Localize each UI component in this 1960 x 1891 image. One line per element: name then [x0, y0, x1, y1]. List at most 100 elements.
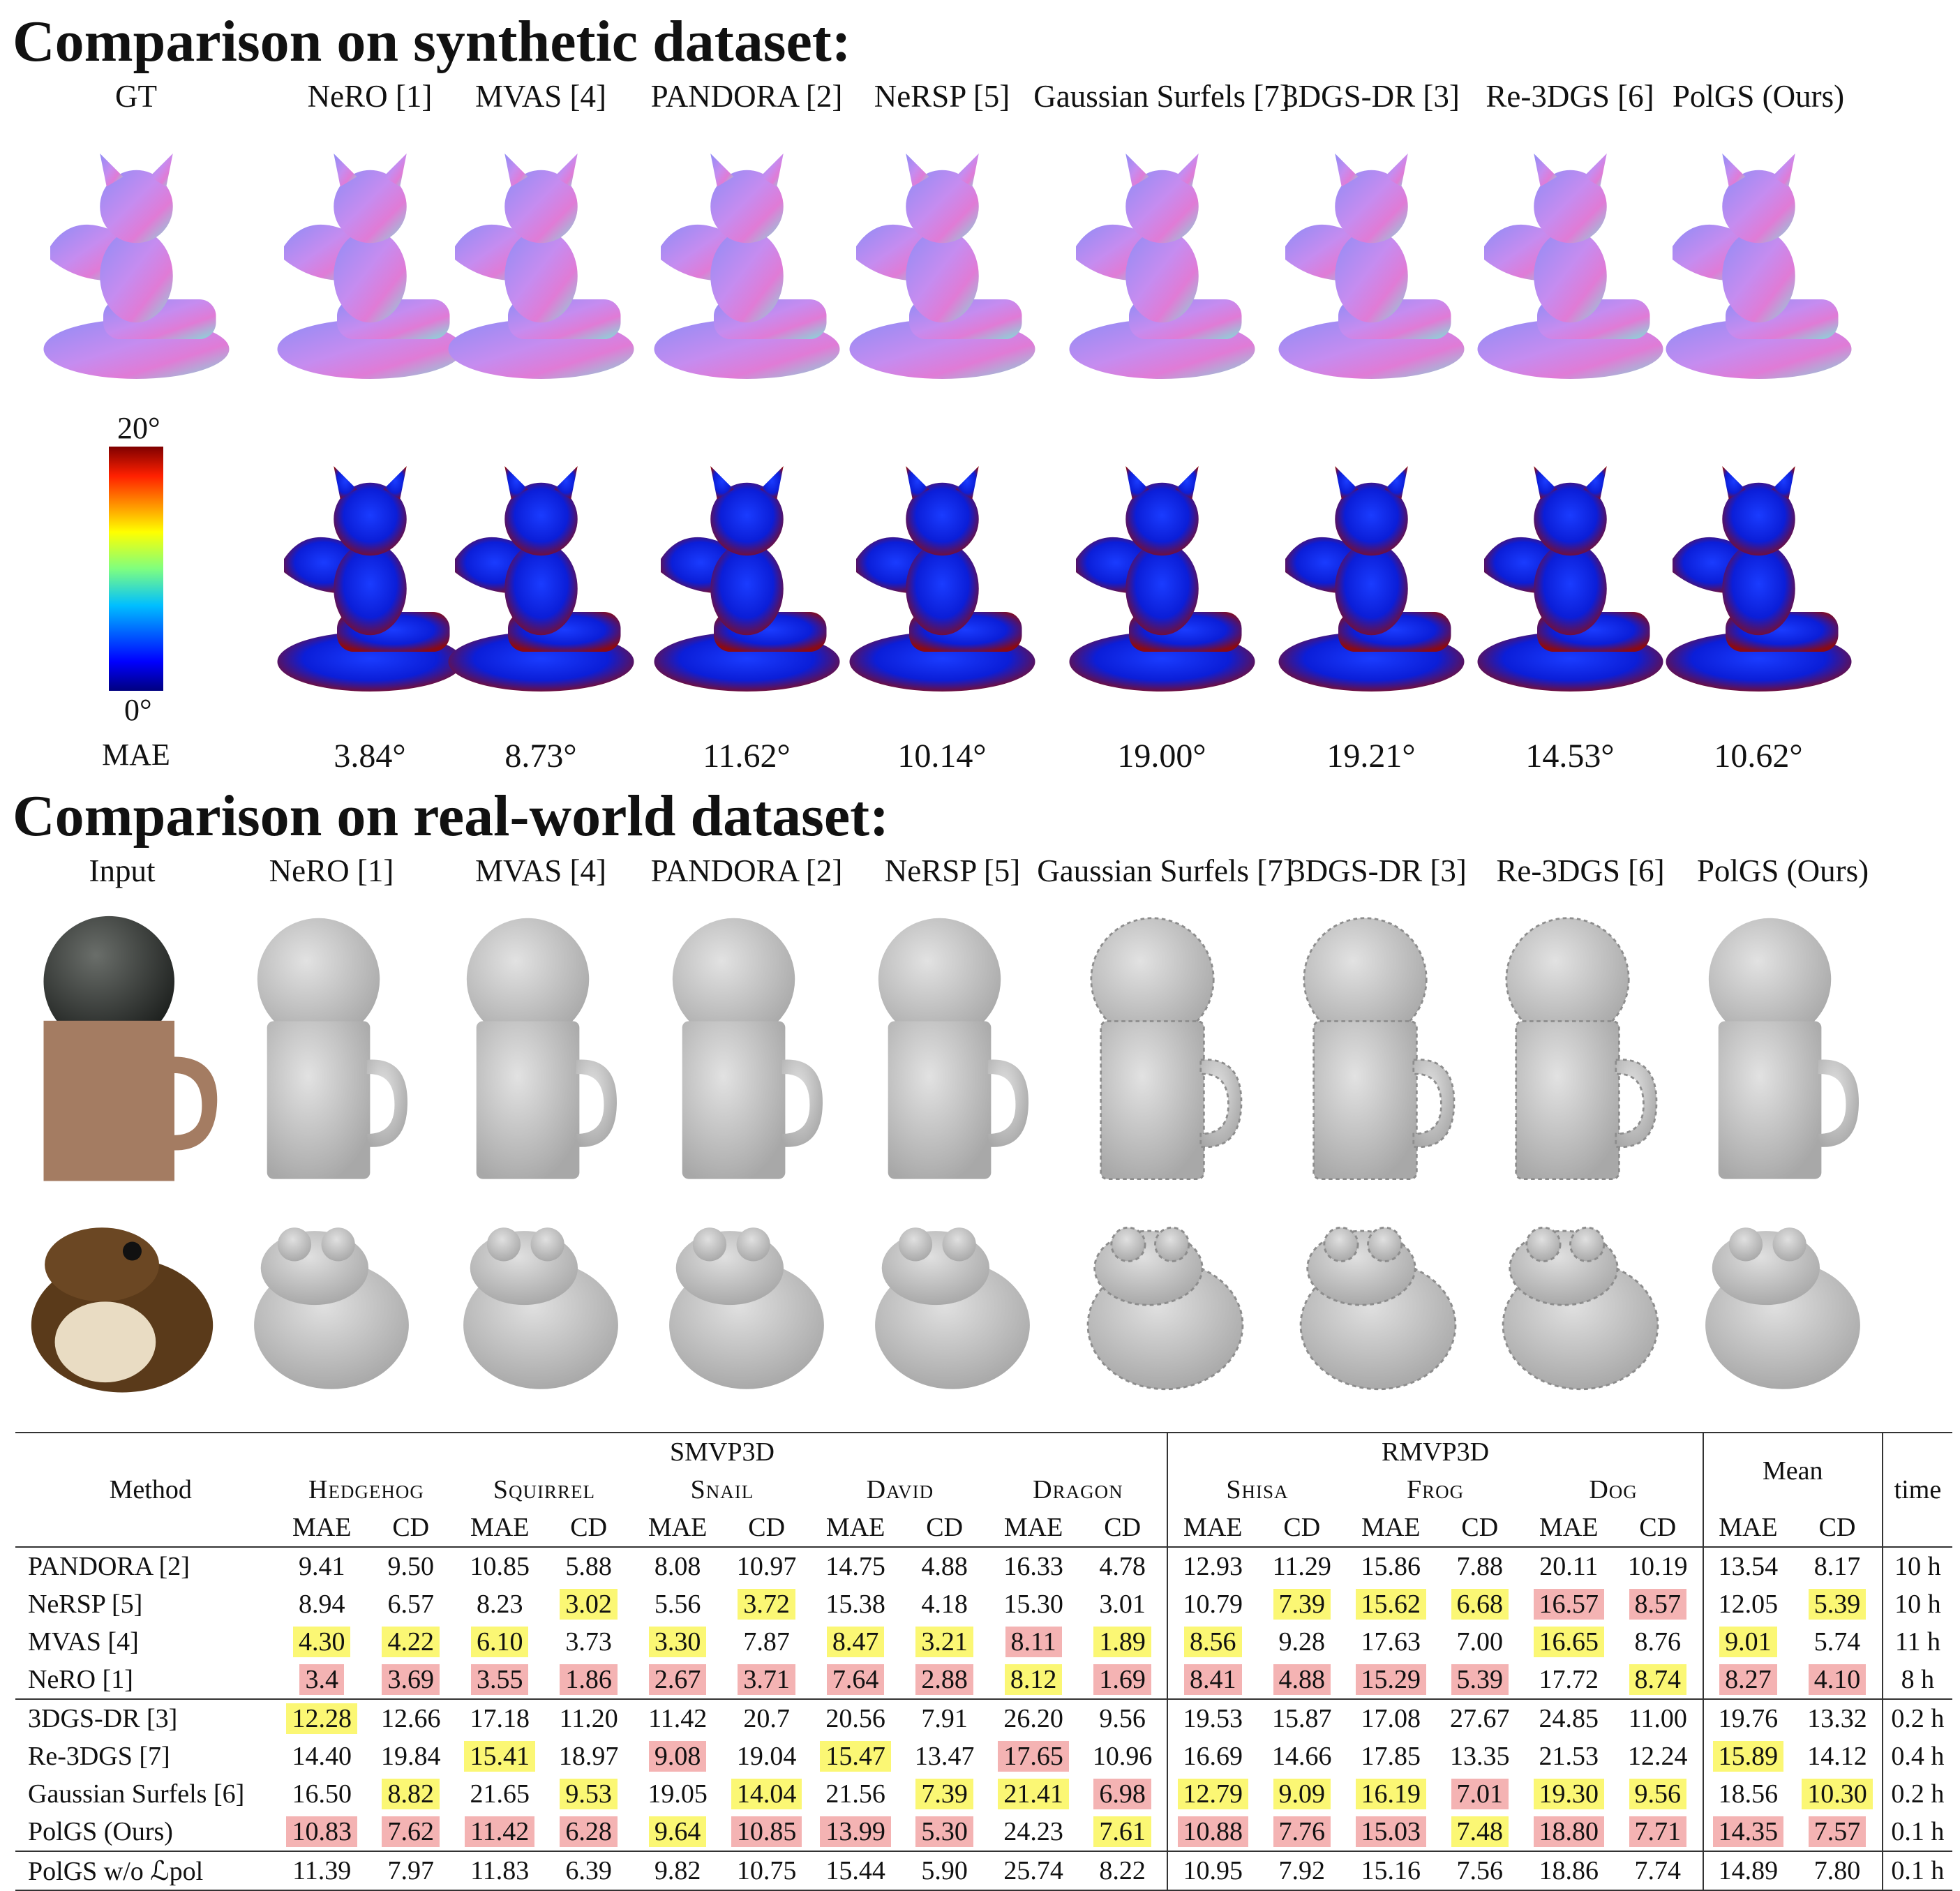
error-colorbar — [109, 447, 163, 691]
value-cell: 13.32 — [1793, 1699, 1883, 1737]
reconstructed-mesh-frog — [227, 1200, 436, 1417]
object-header: Frog — [1406, 1475, 1465, 1504]
best-value: 3.71 — [738, 1664, 795, 1695]
value: 16.69 — [1183, 1742, 1243, 1771]
best-value: 10.88 — [1177, 1816, 1248, 1847]
error-map-image — [841, 426, 1043, 719]
value-cell: 7.48 — [1435, 1813, 1524, 1851]
value-cell: 3.55 — [455, 1661, 544, 1699]
method-label: 3DGS-DR [3] — [1282, 79, 1460, 114]
colorbar-min-label: 0° — [124, 693, 152, 727]
reconstructed-mesh-cup — [1061, 900, 1270, 1200]
value: 14.89 — [1718, 1856, 1779, 1885]
time-cell: 8 h — [1881, 1661, 1952, 1699]
value: 5.56 — [654, 1590, 701, 1619]
second-best-value: 19.30 — [1533, 1779, 1604, 1809]
value-cell: 16.50 — [277, 1775, 366, 1813]
value-cell: 11.00 — [1613, 1699, 1703, 1737]
method-label: Re-3DGS [6] — [1486, 79, 1654, 114]
value-cell: 9.56 — [1078, 1699, 1168, 1737]
mae-value: 19.21° — [1326, 738, 1416, 775]
value-cell: 11.83 — [455, 1851, 544, 1890]
value: 14.12 — [1807, 1742, 1867, 1771]
value-cell: 19.30 — [1525, 1775, 1613, 1813]
object-header: Dragon — [1033, 1475, 1123, 1504]
method-label: NeRO [1] — [269, 853, 394, 888]
value-cell: 13.35 — [1435, 1737, 1524, 1775]
value-cell: 10.97 — [722, 1547, 811, 1585]
value: 17.63 — [1361, 1627, 1421, 1657]
value: 7.80 — [1813, 1856, 1861, 1885]
table-row: NeRO [1] 3.4 3.69 3.55 1.86 2.67 3.71 7.64 2.88 8… — [15, 1661, 1952, 1699]
value: 20.56 — [825, 1704, 885, 1733]
value-cell: 7.74 — [1613, 1851, 1703, 1890]
second-best-value: 9.53 — [560, 1779, 618, 1809]
reconstructed-mesh-cup — [227, 900, 436, 1200]
value-cell: 13.47 — [900, 1737, 989, 1775]
value-cell: 7.57 — [1793, 1813, 1883, 1851]
value-cell: 3.72 — [722, 1585, 811, 1623]
best-value: 9.08 — [648, 1741, 707, 1772]
value-cell: 4.88 — [1257, 1661, 1346, 1699]
time-cell: 0.2 h — [1881, 1775, 1952, 1813]
value-cell: 9.41 — [277, 1547, 366, 1585]
value-cell: 8.74 — [1613, 1661, 1703, 1699]
value: 3.73 — [565, 1627, 612, 1657]
value-cell: 7.01 — [1435, 1775, 1524, 1813]
table-row: Gaussian Surfels [6] 16.50 8.82 21.65 9.53 19… — [15, 1775, 1952, 1813]
normal-map-image — [1657, 120, 1860, 399]
best-value: 11.42 — [465, 1816, 535, 1847]
value-cell: 6.39 — [544, 1851, 633, 1890]
reconstructed-mesh-cup — [1273, 900, 1483, 1200]
best-value: 7.57 — [1808, 1816, 1867, 1847]
best-value: 7.64 — [826, 1664, 885, 1695]
best-value: 3.55 — [470, 1664, 529, 1695]
best-value: 10.83 — [286, 1816, 357, 1847]
value-cell: 7.39 — [900, 1775, 989, 1813]
reconstructed-mesh-cup — [436, 900, 645, 1200]
value-cell: 12.28 — [277, 1699, 366, 1737]
error-map-image — [269, 426, 471, 719]
value: 6.57 — [387, 1590, 434, 1619]
reconstructed-mesh-cup — [848, 900, 1057, 1200]
value-cell: 2.67 — [633, 1661, 721, 1699]
method-label: NeRSP [5] — [884, 853, 1021, 888]
value-cell: 15.29 — [1347, 1661, 1435, 1699]
best-value: 3.4 — [299, 1664, 344, 1695]
normal-map-image — [645, 120, 848, 399]
value: 12.24 — [1628, 1742, 1688, 1771]
value-cell: 3.01 — [1078, 1585, 1168, 1623]
value-cell: 8.11 — [989, 1623, 1077, 1661]
value: 10.96 — [1092, 1742, 1153, 1771]
value-cell: 1.86 — [544, 1661, 633, 1699]
colorbar-max-label: 20° — [117, 411, 160, 445]
second-best-value: 7.48 — [1451, 1816, 1509, 1847]
method-name-cell: MVAS [4] — [28, 1627, 139, 1657]
value: 10.79 — [1183, 1590, 1243, 1619]
second-best-value: 3.02 — [560, 1589, 618, 1620]
best-value: 15.03 — [1355, 1816, 1427, 1847]
value: 7.97 — [387, 1856, 434, 1885]
value-cell: 4.22 — [366, 1623, 455, 1661]
reconstructed-mesh-frog — [1678, 1200, 1887, 1417]
value-cell: 3.73 — [544, 1623, 633, 1661]
value-cell: 15.44 — [811, 1851, 899, 1890]
value-cell: 15.30 — [989, 1585, 1077, 1623]
best-value: 15.29 — [1355, 1664, 1427, 1695]
method-label: Gaussian Surfels [7] — [1037, 853, 1294, 888]
value: 13.35 — [1450, 1742, 1510, 1771]
value: 8.17 — [1813, 1552, 1861, 1581]
error-map-image — [440, 426, 642, 719]
value: 4.78 — [1099, 1552, 1146, 1581]
value-cell: 11.29 — [1257, 1547, 1346, 1585]
value: 14.75 — [825, 1552, 885, 1581]
value: 17.85 — [1361, 1742, 1421, 1771]
value: 21.65 — [470, 1779, 530, 1809]
value: 10.95 — [1183, 1856, 1243, 1885]
value: 18.86 — [1539, 1856, 1599, 1885]
method-label: Re-3DGS [6] — [1496, 853, 1665, 888]
value-cell: 9.09 — [1257, 1775, 1346, 1813]
best-value: 18.80 — [1533, 1816, 1604, 1847]
method-name-cell: Gaussian Surfels [6] — [28, 1779, 245, 1809]
value: 15.30 — [1003, 1590, 1063, 1619]
